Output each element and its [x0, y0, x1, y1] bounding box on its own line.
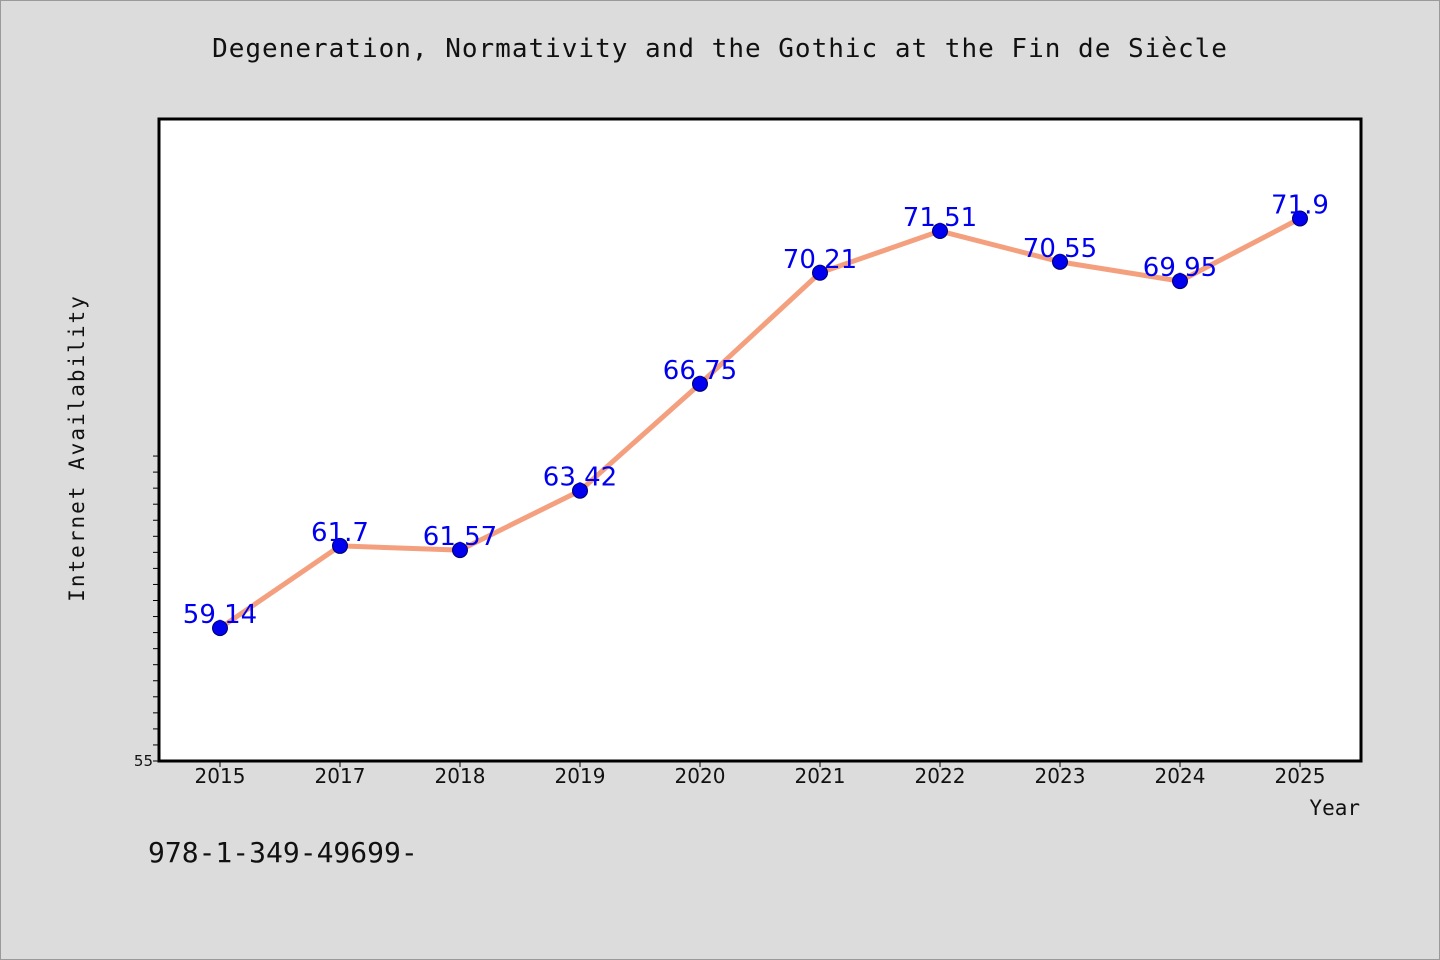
x-axis-label: Year: [1309, 796, 1360, 820]
data-point: [1292, 210, 1308, 227]
plot-area: [157, 117, 1363, 763]
data-point: [212, 620, 228, 637]
data-label: 66.75: [663, 356, 737, 386]
data-label: 70.21: [783, 245, 857, 275]
data-point: [932, 223, 948, 240]
data-label: 61.7: [311, 518, 369, 548]
data-label: 71.51: [903, 203, 977, 233]
data-label: 70.55: [1023, 234, 1097, 264]
x-tick-label: 2020: [675, 764, 726, 788]
data-label: 61.57: [423, 522, 497, 552]
data-label: 63.42: [543, 463, 617, 493]
data-labels-group: 59.14 61.7 61.57 63.42 66.75 70.21 71.51 70.55 6…: [183, 191, 1329, 631]
footer-code: 978-1-349-49699-: [148, 836, 418, 869]
x-axis-ticks: 2015 2017 2018 2019 2020 2021 2022 2023 2024 2025: [195, 761, 1326, 788]
chart-title: Degeneration, Normativity and the Gothic…: [212, 34, 1228, 64]
data-point: [1052, 253, 1068, 270]
x-tick-label: 2017: [315, 764, 366, 788]
data-point: [572, 482, 588, 499]
data-point: [332, 537, 348, 554]
x-tick-label: 2022: [915, 764, 966, 788]
data-label: 59.14: [183, 600, 257, 630]
y-tick-label: 55: [134, 752, 153, 770]
series-line: [217, 216, 1303, 631]
y-axis-ticks: 55: [134, 455, 159, 770]
data-label: 69.95: [1143, 253, 1217, 283]
data-point: [452, 542, 468, 559]
data-point: [692, 375, 708, 392]
x-tick-label: 2018: [435, 764, 486, 788]
data-point: [812, 264, 828, 281]
x-tick-label: 2015: [195, 764, 246, 788]
x-tick-label: 2023: [1035, 764, 1086, 788]
x-tick-label: 2021: [795, 764, 846, 788]
data-point: [1172, 273, 1188, 290]
series-group: [212, 210, 1308, 637]
data-label: 71.9: [1271, 191, 1329, 221]
x-tick-label: 2024: [1155, 764, 1206, 788]
x-tick-label: 2025: [1275, 764, 1326, 788]
x-tick-label: 2019: [555, 764, 606, 788]
